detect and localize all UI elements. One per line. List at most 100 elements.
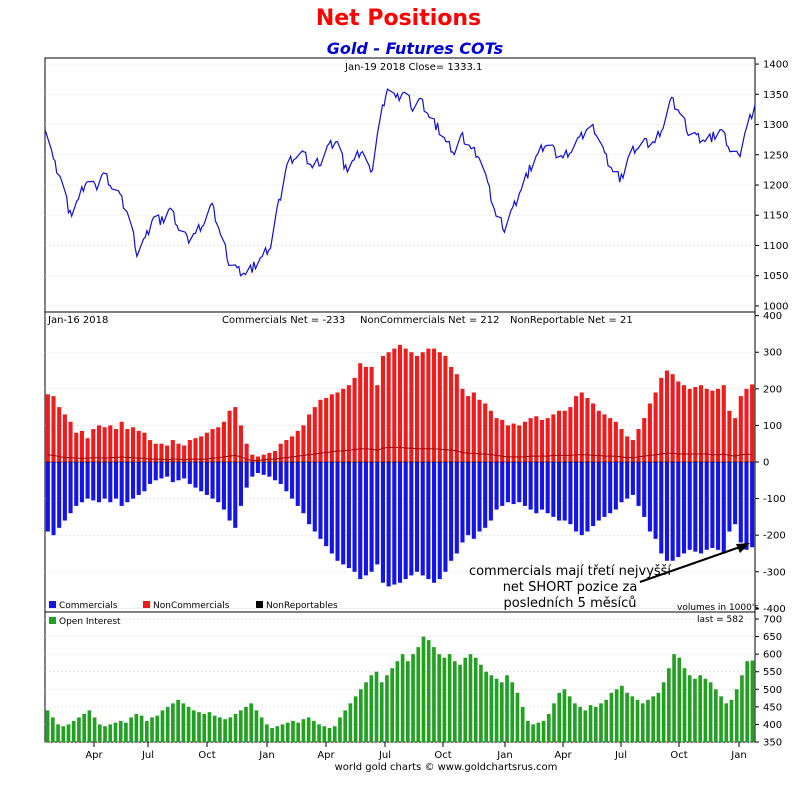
1-tick-label: 0 — [763, 458, 769, 469]
open-interest-bar — [494, 678, 499, 742]
noncommercials-bar — [148, 440, 153, 462]
commercials-bar — [187, 462, 192, 484]
commercials-bar — [346, 462, 351, 569]
open-interest-bar — [124, 722, 128, 742]
open-interest-bar — [155, 715, 160, 742]
commercials-bar — [261, 462, 266, 475]
legend-nonreportables: NonReportables — [266, 601, 338, 611]
2-tick-label: 700 — [763, 615, 782, 626]
open-interest-bar — [82, 713, 86, 742]
open-interest-bar — [714, 689, 718, 742]
open-interest-bar — [400, 654, 405, 742]
noncommercials-bar — [409, 352, 414, 462]
chart-subtitle: Gold - Futures COTs — [326, 39, 504, 58]
0-tick-label: 1200 — [763, 181, 788, 192]
noncommercials-bar — [625, 436, 630, 462]
open-interest-bar — [56, 724, 60, 742]
open-interest-bar — [254, 710, 259, 742]
x-axis: Apr Jul Oct Jan Apr Jul Oct Jan Apr Jul Oct Jan — [85, 742, 747, 761]
legend-commercials: Commercials — [59, 601, 118, 611]
open-interest-bar — [541, 720, 546, 742]
annotation-line-1: commercials mají třetí nejvyšší — [469, 564, 671, 579]
commercials-bar — [142, 462, 147, 492]
commercials-bar — [176, 462, 181, 481]
commercials-bar — [664, 462, 670, 561]
open-interest-bar — [620, 685, 624, 742]
commercials-bar — [267, 462, 272, 477]
open-interest-bar — [630, 696, 635, 742]
legend-oi-swatch — [49, 617, 56, 624]
open-interest-bar — [343, 710, 348, 742]
commercials-bar — [414, 462, 420, 572]
annotation: commercials mají třetí nejvyšší net SHOR… — [469, 543, 750, 611]
commercials-bar — [449, 462, 454, 561]
noncommercials-bar — [79, 430, 84, 462]
open-interest-bar — [296, 722, 301, 742]
commercials-bar — [585, 462, 590, 532]
noncommercials-bar — [108, 425, 113, 462]
open-interest-bar — [426, 640, 431, 742]
noncommercials-bar — [687, 388, 692, 462]
noncommercials-bar — [295, 430, 300, 462]
legend-nonreportables-swatch — [256, 601, 263, 608]
oi-y-axis: 350 400 450 500 550 600 650 700 — [755, 615, 782, 749]
noncommercials-bar — [505, 425, 510, 462]
open-interest-bar — [520, 706, 525, 742]
noncommercials-bar — [329, 394, 334, 462]
noncommercials-bar — [182, 445, 187, 462]
oi-last-value: last = 582 — [697, 615, 744, 625]
open-interest-bar — [567, 696, 572, 742]
noncommercials-bar — [216, 427, 221, 462]
noncommercials-bar — [278, 443, 283, 462]
commercials-bar — [545, 462, 550, 514]
noncommercials-bar — [386, 352, 391, 462]
open-interest-bar — [312, 720, 316, 742]
commercials-bar — [363, 462, 368, 576]
noncommercials-bar — [704, 388, 709, 462]
open-interest-bar — [228, 717, 233, 742]
commercials-bar — [102, 462, 107, 499]
commercials-bar — [466, 462, 471, 536]
commercials-bar — [153, 462, 158, 481]
commercials-bar — [738, 462, 743, 543]
legend-commercials-swatch — [49, 601, 56, 608]
noncommercials-bar — [85, 438, 90, 462]
0-tick-label: 1000 — [763, 301, 788, 312]
price-panel-frame — [44, 57, 756, 313]
noncommercials-bar — [335, 392, 340, 462]
noncommercials-bar — [96, 425, 102, 462]
1-tick-label: 100 — [763, 421, 782, 432]
commercials-bar — [62, 462, 67, 521]
legend-noncommercials: NonCommercials — [153, 601, 230, 611]
2-tick-label: 550 — [763, 667, 782, 678]
commercials-bar — [483, 462, 488, 528]
commercials-bar — [199, 462, 204, 492]
open-interest-bar — [238, 710, 243, 742]
open-interest-bar — [134, 713, 139, 742]
commercials-bar — [539, 462, 545, 510]
commercials-bar — [324, 462, 329, 547]
x-tick-label: Apr — [317, 750, 335, 761]
noncommercials-bar — [62, 414, 67, 462]
commercials-bar — [182, 462, 187, 479]
open-interest-bar — [708, 682, 713, 742]
noncommercials-bar — [301, 425, 306, 462]
open-interest-bar — [306, 717, 311, 742]
commercials-bar — [698, 462, 704, 554]
noncommercials-bar — [136, 430, 141, 462]
commercials-bar — [204, 462, 209, 495]
open-interest-bar — [353, 696, 358, 742]
open-interest-bar — [750, 660, 755, 742]
open-interest-bar — [515, 692, 520, 742]
commercials-bar — [318, 462, 323, 539]
commercials-bar — [727, 462, 732, 532]
noncommercials-bar — [534, 416, 539, 462]
noncommercials-bar — [585, 397, 590, 462]
open-interest-bar — [97, 724, 102, 742]
noncommercials-bar — [528, 418, 533, 462]
commercials-bar — [335, 462, 340, 561]
price-header: Jan-19 2018 Close= 1333.1 — [344, 62, 482, 73]
x-tick-label: Jan — [496, 750, 512, 761]
noncommercials-bar — [369, 366, 374, 462]
commercials-bar — [602, 462, 607, 517]
